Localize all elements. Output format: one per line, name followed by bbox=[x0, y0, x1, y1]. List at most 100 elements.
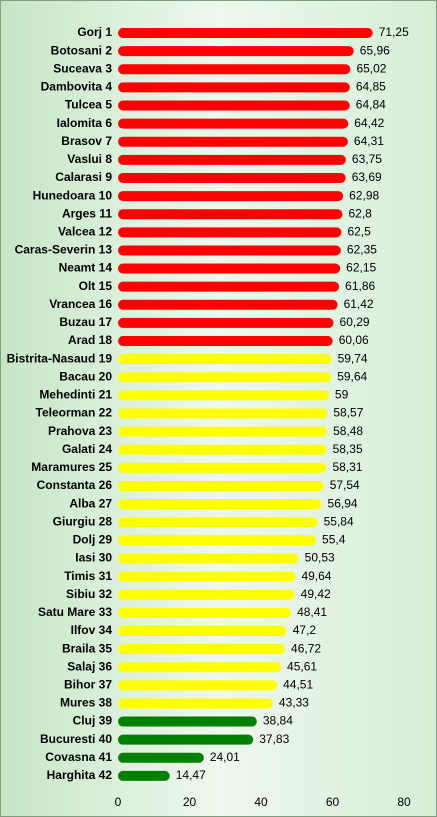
value-label: 49,42 bbox=[301, 587, 331, 601]
y-tick-label: Braila 35 bbox=[62, 641, 112, 655]
bar bbox=[118, 390, 329, 401]
y-tick-label: Arges 11 bbox=[62, 206, 112, 220]
bar bbox=[118, 354, 332, 365]
y-tick-label: Bihor 37 bbox=[64, 677, 112, 691]
y-tick-label: Harghita 42 bbox=[47, 768, 113, 782]
y-tick-label: Olt 15 bbox=[79, 279, 113, 293]
value-label: 65,02 bbox=[356, 61, 386, 75]
bar bbox=[118, 644, 286, 655]
bar bbox=[118, 100, 350, 111]
y-tick-label: Valcea 12 bbox=[58, 224, 112, 238]
bar bbox=[118, 408, 328, 419]
y-tick-label: Botosani 2 bbox=[51, 43, 113, 57]
value-label: 65,96 bbox=[360, 43, 390, 57]
bar bbox=[118, 227, 342, 238]
y-tick-label: Brasov 7 bbox=[61, 134, 112, 148]
y-tick-label: Mehedinti 21 bbox=[39, 388, 112, 402]
bar bbox=[118, 625, 287, 636]
bar bbox=[118, 607, 292, 618]
y-tick-label: Gorj 1 bbox=[77, 25, 112, 39]
value-label: 62,15 bbox=[346, 261, 376, 275]
y-tick-label: Vrancea 16 bbox=[49, 297, 112, 311]
value-label: 46,72 bbox=[291, 641, 321, 655]
value-label: 62,8 bbox=[349, 206, 373, 220]
x-tick-label: 80 bbox=[397, 795, 411, 809]
value-label: 71,25 bbox=[379, 25, 409, 39]
bar bbox=[118, 517, 318, 528]
y-tick-label: Bistrita-Nasaud 19 bbox=[7, 351, 113, 365]
bar bbox=[118, 136, 348, 147]
y-tick-label: Ialomita 6 bbox=[57, 116, 113, 130]
bar bbox=[118, 535, 317, 546]
y-tick-label: Arad 18 bbox=[68, 333, 112, 347]
y-tick-label: Timis 31 bbox=[64, 569, 112, 583]
bar bbox=[118, 698, 273, 709]
bar bbox=[118, 281, 340, 292]
value-label: 55,4 bbox=[322, 533, 346, 547]
y-tick-label: Calarasi 9 bbox=[55, 170, 112, 184]
y-tick-label: Constanta 26 bbox=[37, 478, 113, 492]
value-label: 63,75 bbox=[352, 152, 382, 166]
bar bbox=[118, 589, 295, 600]
y-tick-label: Bucuresti 40 bbox=[40, 732, 112, 746]
value-label: 63,69 bbox=[352, 170, 382, 184]
value-label: 62,5 bbox=[347, 224, 371, 238]
bar bbox=[118, 245, 341, 256]
bar bbox=[118, 172, 346, 183]
value-label: 58,57 bbox=[333, 406, 363, 420]
value-label: 47,2 bbox=[293, 623, 317, 637]
value-label: 45,61 bbox=[287, 659, 317, 673]
y-tick-label: Bacau 20 bbox=[59, 369, 112, 383]
y-tick-label: Dolj 29 bbox=[73, 533, 113, 547]
value-label: 64,31 bbox=[354, 134, 384, 148]
y-tick-label: Cluj 39 bbox=[73, 714, 113, 728]
y-tick-label: Maramures 25 bbox=[31, 460, 112, 474]
value-label: 44,51 bbox=[283, 677, 313, 691]
bar bbox=[118, 317, 334, 328]
bar bbox=[118, 426, 328, 437]
bar bbox=[118, 752, 204, 763]
x-tick-label: 20 bbox=[183, 795, 197, 809]
bar bbox=[118, 372, 332, 383]
y-tick-label: Neamt 14 bbox=[59, 261, 113, 275]
bar bbox=[118, 263, 341, 274]
value-label: 59,74 bbox=[338, 351, 368, 365]
bar bbox=[118, 336, 333, 347]
value-label: 48,41 bbox=[297, 605, 327, 619]
value-label: 58,48 bbox=[333, 424, 363, 438]
value-label: 64,42 bbox=[354, 116, 384, 130]
value-label: 59,64 bbox=[337, 369, 367, 383]
value-label: 55,84 bbox=[324, 514, 354, 528]
value-label: 57,54 bbox=[330, 478, 360, 492]
y-tick-label: Vaslui 8 bbox=[67, 152, 112, 166]
bar bbox=[118, 299, 338, 310]
bar bbox=[118, 28, 373, 38]
value-label: 14,47 bbox=[176, 768, 206, 782]
y-tick-label: Buzau 17 bbox=[59, 315, 112, 329]
y-tick-label: Teleorman 22 bbox=[36, 406, 113, 420]
y-tick-label: Suceava 3 bbox=[53, 61, 112, 75]
value-label: 38,84 bbox=[263, 714, 293, 728]
bar bbox=[118, 64, 351, 75]
y-tick-label: Giurgiu 28 bbox=[53, 514, 113, 528]
value-label: 56,94 bbox=[328, 496, 358, 510]
bar bbox=[118, 154, 346, 165]
bar bbox=[118, 191, 344, 202]
bar bbox=[118, 770, 170, 781]
value-label: 59 bbox=[335, 388, 349, 402]
bar bbox=[118, 444, 327, 455]
value-label: 61,42 bbox=[344, 297, 374, 311]
y-tick-label: Ilfov 34 bbox=[71, 623, 113, 637]
x-tick-label: 60 bbox=[326, 795, 340, 809]
value-label: 24,01 bbox=[210, 750, 240, 764]
value-label: 37,83 bbox=[259, 732, 289, 746]
value-label: 62,98 bbox=[349, 188, 379, 202]
value-label: 43,33 bbox=[279, 696, 309, 710]
value-label: 58,35 bbox=[333, 442, 363, 456]
bar bbox=[118, 734, 254, 745]
y-tick-label: Caras-Severin 13 bbox=[15, 243, 113, 257]
bar bbox=[118, 82, 350, 93]
bar bbox=[118, 46, 354, 57]
